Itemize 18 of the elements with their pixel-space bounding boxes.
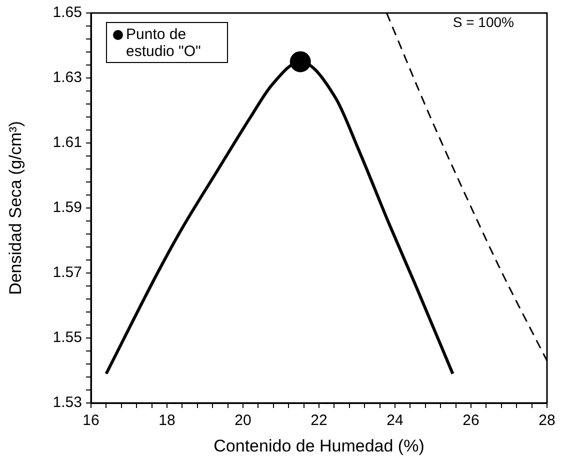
- x-tick-label: 24: [386, 412, 404, 430]
- y-tick-label: 1.53: [52, 394, 82, 412]
- y-tick-label: 1.65: [52, 4, 82, 22]
- x-axis-title: Contenido de Humedad (%): [214, 436, 424, 456]
- y-axis-title: Densidad Seca (g/cm³): [6, 121, 25, 295]
- y-tick-label: 1.63: [52, 69, 82, 86]
- annotation: S = 100%: [452, 14, 514, 30]
- x-tick-label: 18: [158, 412, 176, 430]
- y-tick-label: 1.59: [52, 199, 82, 216]
- x-tick-label: 16: [82, 412, 100, 430]
- x-tick-label: 26: [462, 412, 480, 430]
- x-tick-label: 22: [310, 412, 328, 430]
- x-tick-label: 20: [234, 412, 252, 430]
- y-tick-label: 1.61: [52, 134, 82, 152]
- x-tick-label: 28: [538, 412, 556, 430]
- legend-label: Punto de estudio "O": [126, 26, 202, 60]
- y-tick-label: 1.55: [52, 329, 82, 346]
- y-tick-label: 1.57: [52, 264, 82, 282]
